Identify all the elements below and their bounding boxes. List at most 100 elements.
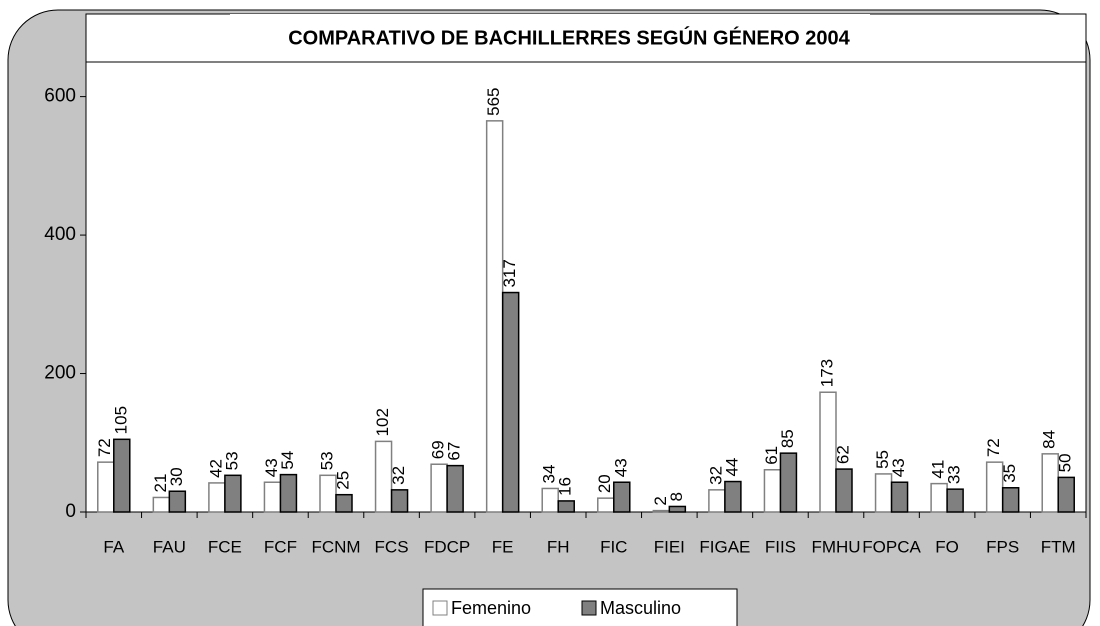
value-label: 30	[167, 467, 186, 486]
value-label: 34	[540, 465, 559, 484]
x-tick-label: FIC	[600, 537, 627, 556]
value-label: 85	[778, 429, 797, 448]
x-tick-label: FCS	[375, 537, 409, 556]
value-label: 43	[889, 458, 908, 477]
x-tick-label: FTM	[1041, 537, 1076, 556]
bar	[652, 509, 671, 513]
value-label: 16	[556, 477, 575, 496]
bar	[890, 481, 909, 513]
bar	[724, 480, 742, 513]
bar	[835, 468, 853, 513]
value-label: 2	[651, 496, 670, 505]
value-label: 53	[222, 451, 241, 470]
value-label: 72	[984, 438, 1003, 457]
value-label: 20	[595, 474, 614, 493]
value-label: 102	[373, 408, 392, 436]
bar	[946, 488, 964, 513]
y-tick-label: 600	[44, 86, 76, 107]
bar	[779, 452, 798, 513]
bar	[708, 489, 726, 513]
bar	[97, 461, 115, 513]
bar	[335, 493, 353, 513]
bar	[390, 489, 409, 513]
value-label: 565	[484, 87, 503, 115]
x-tick-label: FDCP	[424, 537, 470, 556]
bar	[168, 490, 187, 513]
bar	[763, 469, 782, 513]
bar	[430, 463, 448, 513]
x-tick-label: FCF	[264, 537, 297, 556]
bar	[279, 473, 298, 513]
y-tick-label: 200	[44, 363, 76, 384]
value-label: 8	[667, 492, 686, 501]
plot-area	[85, 13, 1087, 513]
value-label: 32	[706, 466, 725, 485]
bar	[263, 481, 282, 513]
value-label: 61	[762, 446, 781, 465]
bar	[208, 482, 226, 513]
value-label: 317	[500, 259, 519, 287]
value-label: 25	[333, 471, 352, 490]
bar	[668, 505, 687, 513]
bar	[319, 474, 337, 513]
x-tick-label: FMHU	[811, 537, 860, 556]
bar	[113, 438, 131, 513]
bar	[224, 474, 242, 513]
value-label: 35	[1000, 464, 1019, 483]
bar	[374, 440, 393, 513]
x-tick-label: FA	[103, 537, 124, 556]
value-label: 43	[611, 458, 630, 477]
x-tick-label: FH	[547, 537, 570, 556]
bar	[613, 481, 631, 513]
x-tick-label: FCE	[208, 537, 242, 556]
value-label: 43	[262, 458, 281, 477]
bar	[597, 497, 615, 513]
x-tick-label: FIEI	[654, 537, 685, 556]
x-tick-label: FCNM	[311, 537, 360, 556]
bar	[930, 482, 948, 513]
x-tick-label: FIIS	[765, 537, 796, 556]
value-label: 44	[722, 458, 741, 477]
legend-swatch	[432, 600, 448, 616]
x-tick-label: FO	[935, 537, 959, 556]
value-label: 62	[833, 445, 852, 464]
value-label: 67	[445, 442, 464, 461]
bar	[557, 500, 575, 513]
bar	[501, 291, 520, 513]
y-tick-label: 0	[65, 501, 76, 522]
value-label: 69	[429, 440, 448, 459]
value-label: 72	[95, 438, 114, 457]
value-label: 33	[945, 465, 964, 484]
value-label: 53	[317, 451, 336, 470]
legend-swatch	[581, 600, 597, 616]
x-tick-label: FAU	[153, 537, 186, 556]
value-label: 84	[1040, 430, 1059, 449]
legend-label: Femenino	[451, 598, 531, 618]
bar	[1001, 487, 1020, 513]
bar	[819, 391, 837, 513]
x-tick-label: FE	[492, 537, 514, 556]
value-label: 50	[1056, 453, 1075, 472]
value-label: 42	[206, 459, 225, 478]
value-label: 54	[278, 451, 297, 470]
x-tick-label: FOPCA	[862, 537, 921, 556]
x-tick-label: FIGAE	[699, 537, 750, 556]
value-label: 173	[817, 359, 836, 387]
bar	[1057, 476, 1075, 513]
value-label: 21	[151, 474, 170, 493]
bar	[152, 496, 171, 513]
bar	[446, 464, 464, 513]
legend-box	[422, 588, 738, 626]
legend-label: Masculino	[600, 598, 681, 618]
chart-title: COMPARATIVO DE BACHILLERRES SEGÚN GÉNERO…	[288, 25, 850, 49]
y-tick-label: 400	[44, 224, 76, 245]
bar	[485, 120, 504, 513]
value-label: 105	[111, 406, 130, 434]
value-label: 55	[873, 450, 892, 469]
value-label: 41	[929, 460, 948, 479]
x-tick-label: FPS	[986, 537, 1019, 556]
title-box	[230, 14, 870, 62]
value-label: 32	[389, 466, 408, 485]
bar	[874, 473, 893, 513]
